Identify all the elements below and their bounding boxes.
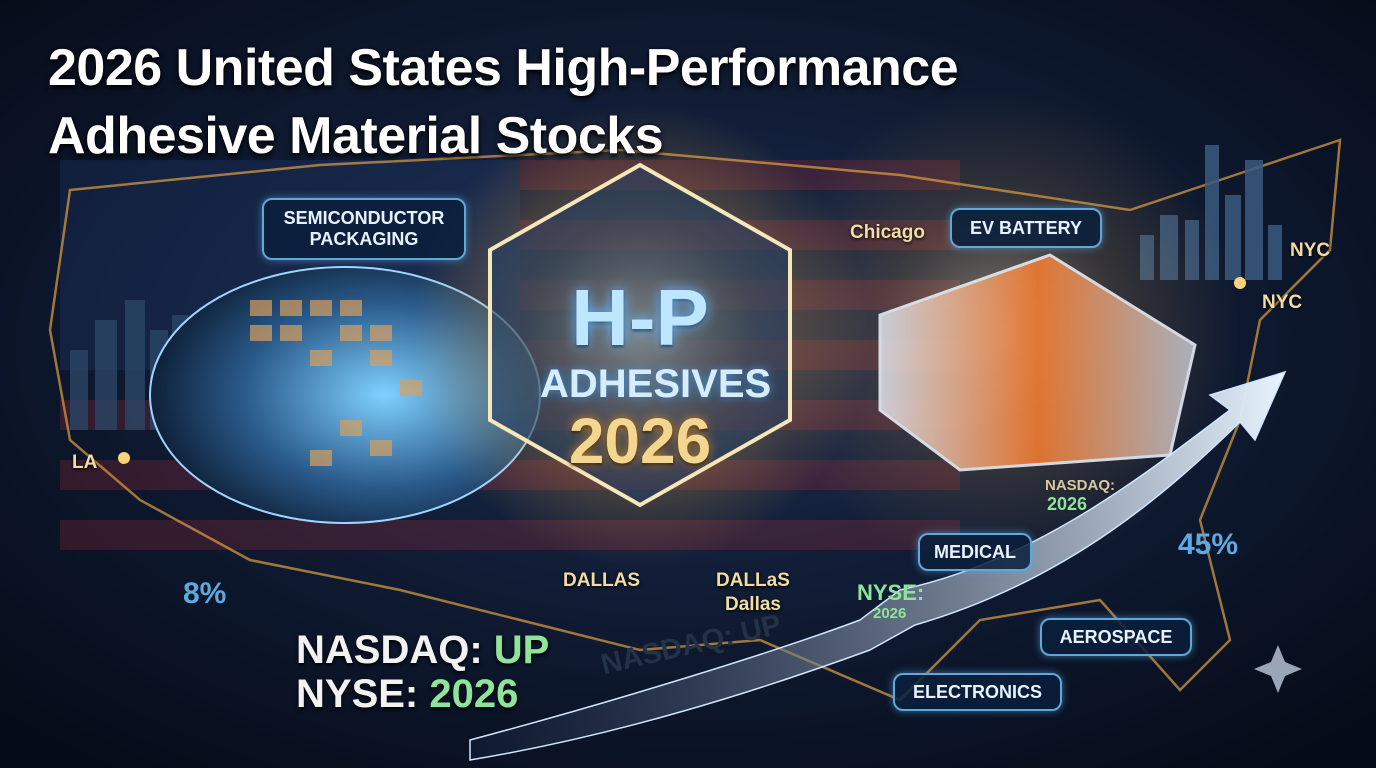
city-label: LA [72, 452, 98, 473]
city-label: Chicago [850, 222, 925, 243]
ticker-value: 2026 [429, 672, 519, 716]
city-dot [1234, 277, 1246, 289]
sector-pill: MEDICAL [918, 533, 1032, 571]
title-line: 2026 United States High-Performance [48, 39, 959, 97]
badge-title: H-P [571, 273, 709, 362]
badge-subtitle: ADHESIVES [540, 362, 772, 406]
sector-pill: AEROSPACE [1040, 618, 1192, 656]
sector-label: EV BATTERY [969, 217, 1082, 238]
city-label: NYC [1262, 292, 1303, 313]
map-tag-label: NASDAQ: [1045, 477, 1115, 494]
ticker-line: NYSE: 2026 [296, 672, 518, 717]
sector-label: PACKAGING [309, 229, 419, 249]
ticker-label: NASDAQ: [296, 628, 483, 672]
sector-pill: EV BATTERY [950, 208, 1102, 248]
sector-label: AEROSPACE [1059, 626, 1173, 647]
percent-stat: 45% [1178, 528, 1239, 561]
sector-label: SEMICONDUCTOR [283, 208, 445, 228]
sector-label: MEDICAL [934, 541, 1016, 562]
map-tag-label: NYSE: [857, 580, 925, 605]
city-label: DALLaS [716, 570, 790, 591]
sector-pill: SEMICONDUCTOR PACKAGING [262, 198, 466, 260]
city-label: Dallas [725, 594, 781, 615]
percent-stat: 8% [183, 577, 227, 610]
sector-pill: ELECTRONICS [893, 673, 1062, 711]
growth-arrow [469, 370, 1287, 761]
badge-year: 2026 [568, 405, 712, 477]
ticker-line: NASDAQ: UP [296, 628, 549, 673]
city-label: NYC [1290, 240, 1331, 261]
map-tag-value: 2026 [1047, 494, 1088, 514]
city-dot [118, 452, 130, 464]
ticker-value: UP [493, 628, 550, 672]
city-label: DALLAS [563, 570, 641, 591]
map-tag-value: 2026 [873, 605, 907, 622]
sector-label: ELECTRONICS [912, 681, 1042, 702]
sparkle [1254, 645, 1302, 693]
hexagon [488, 162, 792, 508]
ticker-label: NYSE: [296, 672, 419, 716]
title-line: Adhesive Material Stocks [48, 107, 664, 165]
